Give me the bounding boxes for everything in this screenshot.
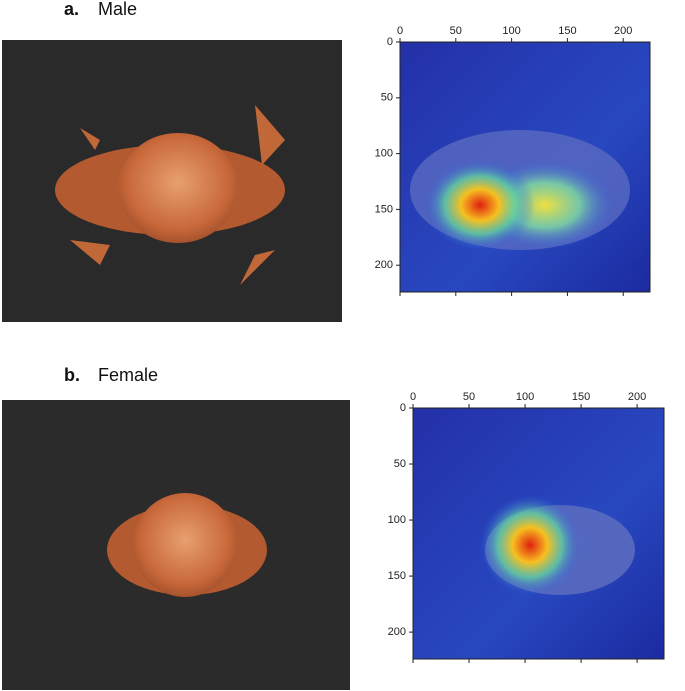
axes-frame [399, 41, 651, 293]
x-tick-label: 50 [450, 25, 462, 37]
heatmap-image [413, 408, 664, 659]
panel-title: Male [98, 0, 137, 19]
panel-label: b. [64, 365, 80, 385]
axes-frame [412, 407, 665, 660]
y-tick-label: 200 [375, 259, 393, 271]
y-tick-label: 100 [388, 514, 406, 526]
y-tick-label: 150 [375, 203, 393, 215]
y-tick-label: 200 [388, 626, 406, 638]
x-tick-label: 150 [572, 391, 590, 403]
x-tick-label: 0 [397, 25, 403, 37]
x-tick-label: 200 [614, 25, 632, 37]
photo [2, 400, 350, 690]
y-tick-label: 0 [387, 36, 393, 48]
y-tick-label: 100 [375, 148, 393, 160]
x-tick-label: 150 [558, 25, 576, 37]
y-tick-label: 0 [400, 402, 406, 414]
photo [2, 40, 342, 322]
y-tick-label: 50 [394, 458, 406, 470]
heatmap-image [400, 42, 650, 292]
panel-label: a. [64, 0, 79, 19]
x-tick-label: 100 [516, 391, 534, 403]
x-tick-label: 100 [502, 25, 520, 37]
x-tick-label: 200 [628, 391, 646, 403]
x-tick-label: 50 [463, 391, 475, 403]
y-tick-label: 150 [388, 570, 406, 582]
y-tick-label: 50 [381, 92, 393, 104]
x-tick-label: 0 [410, 391, 416, 403]
panel-title: Female [98, 365, 158, 385]
